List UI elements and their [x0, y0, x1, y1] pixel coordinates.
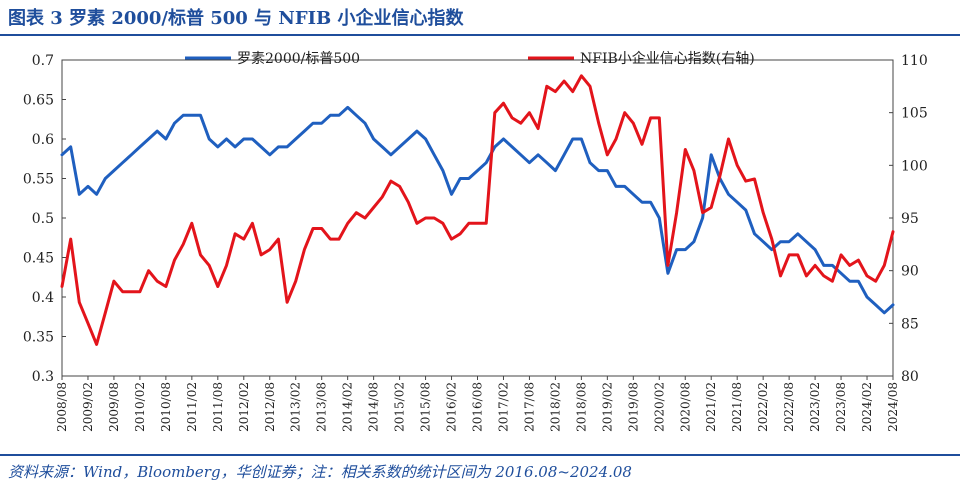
left-tick-label: 0.3	[32, 369, 54, 385]
x-tick-label: 2013/02	[289, 382, 303, 432]
legend-russell-sp-ratio-label: 罗素2000/标普500	[237, 51, 360, 67]
chart-legend: 罗素2000/标普500 NFIB小企业信心指数(右轴)	[185, 50, 755, 67]
x-tick-label: 2012/08	[263, 382, 277, 432]
x-tick-label: 2020/02	[652, 382, 666, 432]
x-tick-label: 2019/02	[600, 382, 614, 432]
left-tick-label: 0.6	[32, 132, 54, 148]
x-tick-label: 2020/08	[678, 382, 692, 432]
left-tick-label: 0.45	[23, 251, 54, 267]
title-divider	[0, 34, 960, 36]
x-tick-label: 2018/02	[548, 382, 562, 432]
x-tick-label: 2023/08	[834, 382, 848, 432]
left-tick-label: 0.55	[23, 172, 54, 188]
right-tick-label: 110	[901, 53, 928, 69]
russell-sp-ratio-line	[60, 105, 895, 315]
x-tick-label: 2010/02	[133, 382, 147, 432]
right-tick-label: 90	[901, 264, 919, 280]
right-tick-label: 85	[901, 316, 919, 332]
left-tick-label: 0.4	[32, 290, 54, 306]
chart-axes	[61, 59, 894, 377]
legend-nfib-index-label: NFIB小企业信心指数(右轴)	[580, 50, 755, 67]
x-tick-label: 2014/02	[341, 382, 355, 432]
line-chart: 0.3 0.35 0.4 0.45 0.5 0.55 0.6 0.65 0.7 80 85 90 95…	[23, 50, 928, 432]
x-tick-label: 2016/08	[471, 382, 485, 432]
plot-frame	[61, 59, 894, 377]
x-tick-label: 2017/08	[522, 382, 536, 432]
right-axis-ticks: 80 85 90 95 100 105 110	[889, 53, 928, 385]
x-tick-label: 2023/02	[808, 382, 822, 432]
x-tick-label: 2008/08	[55, 382, 69, 432]
legend-russell-sp-ratio: 罗素2000/标普500	[185, 51, 360, 67]
left-tick-label: 0.35	[23, 330, 54, 346]
left-tick-label: 0.5	[32, 211, 54, 227]
right-tick-label: 95	[901, 211, 919, 227]
source-divider	[0, 454, 960, 456]
left-tick-label: 0.7	[32, 53, 54, 69]
legend-nfib-index: NFIB小企业信心指数(右轴)	[528, 50, 755, 67]
x-tick-label: 2018/08	[574, 382, 588, 432]
right-tick-label: 80	[901, 369, 919, 385]
right-tick-label: 105	[901, 106, 928, 122]
x-tick-label: 2022/08	[782, 382, 796, 432]
chart-title: 图表 3 罗素 2000/标普 500 与 NFIB 小企业信心指数	[8, 8, 464, 29]
x-tick-label: 2019/08	[626, 382, 640, 432]
x-axis-ticks: 2008/08 2009/02 2009/08 2010/02 2010/08 2011/…	[55, 376, 900, 432]
x-tick-label: 2009/08	[107, 382, 121, 432]
x-tick-label: 2013/08	[315, 382, 329, 432]
nfib-index-line	[60, 74, 895, 346]
chart-series	[60, 74, 895, 346]
left-tick-label: 0.65	[23, 93, 54, 109]
x-tick-label: 2024/02	[860, 382, 874, 432]
x-tick-label: 2009/02	[81, 382, 95, 432]
x-tick-label: 2015/08	[419, 382, 433, 432]
x-tick-label: 2022/02	[756, 382, 770, 432]
x-tick-label: 2015/02	[393, 382, 407, 432]
source-note: 资料来源：Wind，Bloomberg，华创证券；注：相关系数的统计区间为 20…	[8, 463, 632, 481]
x-tick-label: 2017/02	[496, 382, 510, 432]
x-tick-label: 2024/08	[886, 382, 900, 432]
x-tick-label: 2014/08	[367, 382, 381, 432]
x-tick-label: 2021/08	[730, 382, 744, 432]
x-tick-label: 2011/02	[185, 382, 199, 432]
x-tick-label: 2016/02	[445, 382, 459, 432]
left-axis-ticks: 0.3 0.35 0.4 0.45 0.5 0.55 0.6 0.65 0.7	[23, 53, 66, 385]
right-tick-label: 100	[901, 158, 928, 174]
x-tick-label: 2010/08	[159, 382, 173, 432]
x-tick-label: 2012/02	[237, 382, 251, 432]
x-tick-label: 2011/08	[211, 382, 225, 432]
x-tick-label: 2021/02	[704, 382, 718, 432]
